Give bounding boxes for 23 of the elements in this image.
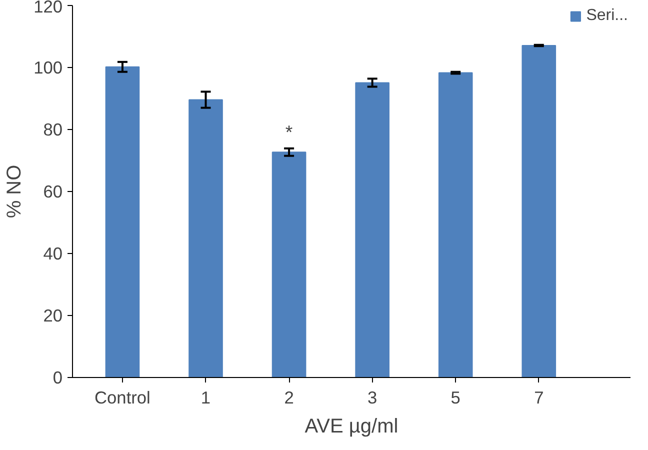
bar <box>355 82 390 378</box>
bar <box>522 44 556 378</box>
annotation: * <box>285 121 293 142</box>
y-tick-label: 40 <box>43 244 63 264</box>
y-tick-label: 120 <box>34 0 63 16</box>
y-tick-label: 60 <box>43 182 63 202</box>
x-tick-label: 7 <box>534 388 544 408</box>
y-tick-label: 0 <box>52 368 63 388</box>
y-tick-label: 100 <box>34 58 63 78</box>
x-tick-label: 1 <box>200 388 211 408</box>
x-tick-label: 5 <box>450 388 460 408</box>
x-tick-label: 2 <box>284 388 294 408</box>
x-axis-title: AVE µg/ml <box>304 416 398 438</box>
bar <box>272 152 306 378</box>
x-tick-label: Control <box>94 388 150 408</box>
y-axis-title: % NO <box>4 164 26 218</box>
bar <box>188 99 223 378</box>
bar <box>438 72 473 378</box>
bar <box>105 66 140 378</box>
legend-label: Seri... <box>586 7 628 25</box>
y-tick-label: 80 <box>43 120 63 140</box>
x-tick-label: 3 <box>368 388 378 408</box>
y-tick-label: 20 <box>43 306 63 326</box>
